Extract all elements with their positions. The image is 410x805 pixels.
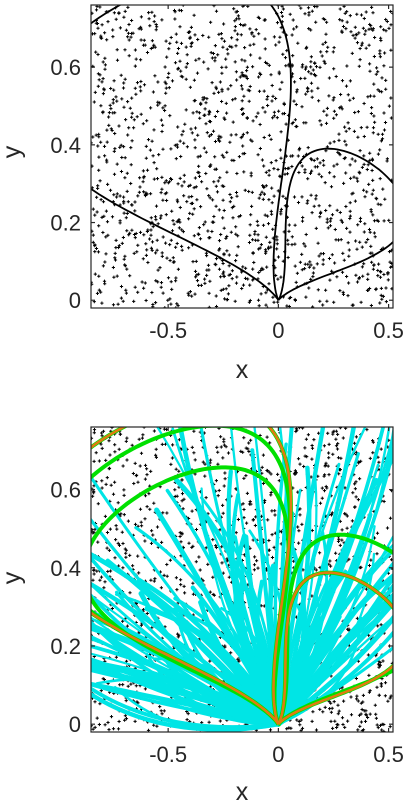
panel-1-plus-markers bbox=[91, 5, 393, 308]
panel-2-xlabel: x bbox=[236, 778, 249, 805]
cyan-trajectory bbox=[276, 561, 393, 726]
cyan-trajectory bbox=[91, 663, 281, 727]
cyan-trajectory bbox=[91, 686, 281, 730]
panel-1-ytick-label: 0.4 bbox=[50, 133, 81, 158]
cyan-trajectory bbox=[277, 616, 363, 726]
panel-1-xtick-label: -0.5 bbox=[149, 318, 187, 343]
cyan-trajectory bbox=[276, 594, 393, 727]
cyan-trajectory bbox=[91, 681, 281, 727]
panel-1-xtick-label: 0.5 bbox=[373, 318, 404, 343]
panel-1-lobe-curve bbox=[91, 5, 393, 302]
panel-2-ytick-label: 0.2 bbox=[50, 634, 81, 659]
panel-1: -0.5 0 0.5 0 0.2 0.4 0.6 x y bbox=[0, 4, 404, 384]
panel-2-ytick-label: 0.4 bbox=[50, 556, 81, 581]
panel-2-ylabel: y bbox=[0, 571, 26, 584]
panel-2-axes-box bbox=[90, 426, 394, 733]
panel-2-cyan-trajectories bbox=[91, 427, 393, 732]
cyan-trajectory bbox=[277, 427, 391, 726]
panel-1-xlabel: x bbox=[236, 356, 249, 384]
panel-1-ytick-label: 0.2 bbox=[50, 211, 81, 236]
cyan-trajectory bbox=[277, 525, 376, 726]
cyan-trajectory bbox=[91, 666, 281, 726]
panel-1-xtick-label: 0 bbox=[272, 318, 284, 343]
panel-1-ytick-label: 0.6 bbox=[50, 55, 81, 80]
cyan-trajectory bbox=[178, 427, 281, 727]
cyan-trajectory bbox=[114, 593, 280, 726]
cyan-trajectory bbox=[154, 507, 281, 727]
panel-2-ticks: -0.5 0 0.5 0 0.2 0.4 0.6 bbox=[50, 427, 404, 767]
panel-2-xtick-label: 0.5 bbox=[373, 742, 404, 767]
panel-2-orange-curve bbox=[91, 427, 393, 726]
panel-2: -0.5 0 0.5 0 0.2 0.4 0.6 x y bbox=[0, 426, 404, 805]
cyan-trajectory bbox=[276, 427, 357, 727]
panel-2-xtick-label: -0.5 bbox=[149, 742, 187, 767]
cyan-trajectory bbox=[91, 551, 281, 727]
panel-1-axes-box bbox=[90, 4, 394, 309]
cyan-trajectory bbox=[276, 427, 386, 727]
cyan-trajectory bbox=[276, 427, 294, 727]
panel-2-xtick-label: 0 bbox=[272, 742, 284, 767]
cyan-trajectory bbox=[276, 596, 393, 726]
panel-2-ytick-label: 0 bbox=[69, 712, 81, 737]
panel-2-ytick-label: 0.6 bbox=[50, 478, 81, 503]
panel-1-ytick-label: 0 bbox=[69, 288, 81, 313]
cyan-trajectory bbox=[113, 685, 280, 732]
cyan-trajectory bbox=[91, 622, 280, 726]
cyan-trajectory bbox=[275, 614, 393, 727]
panel-1-ticks: -0.5 0 0.5 0 0.2 0.4 0.6 bbox=[50, 5, 404, 343]
cyan-trajectory bbox=[277, 601, 393, 726]
panel-1-scatter-points bbox=[91, 5, 393, 308]
panel-1-ylabel: y bbox=[0, 145, 26, 158]
